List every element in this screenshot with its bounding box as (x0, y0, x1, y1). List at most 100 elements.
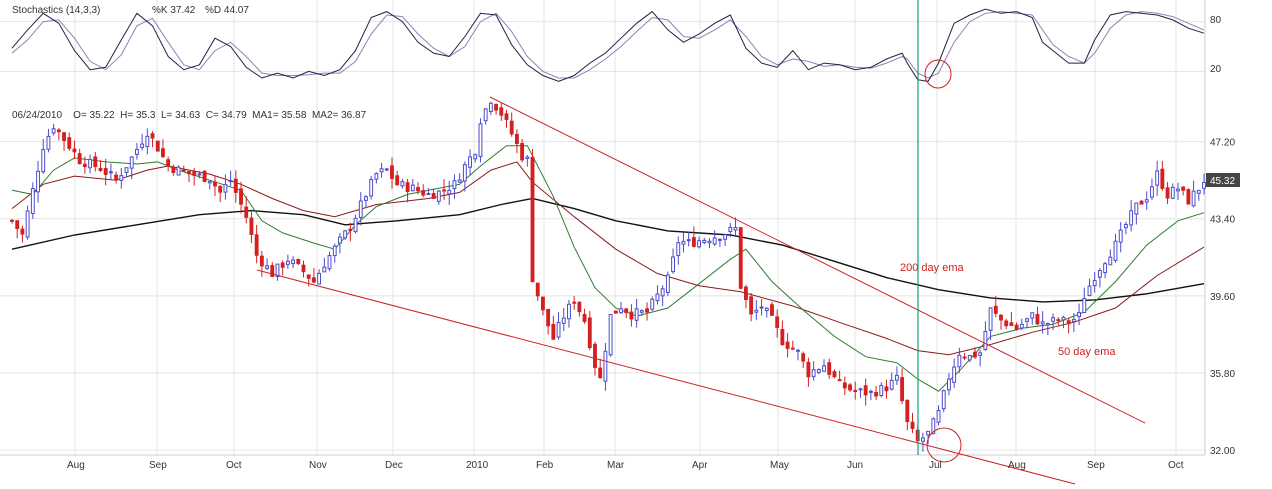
stochastics-tick-20: 20 (1210, 64, 1222, 75)
candle (520, 138, 525, 163)
candle (285, 254, 290, 269)
candle-body (910, 421, 915, 429)
candle-body (379, 168, 384, 173)
candle-body (145, 135, 150, 148)
candle (254, 224, 259, 264)
candle (405, 178, 410, 203)
candle (993, 296, 998, 318)
candle (879, 382, 884, 398)
candle (72, 140, 77, 160)
candle-body (811, 369, 816, 378)
candle (822, 359, 826, 372)
candle-body (894, 374, 899, 381)
candle-body (10, 219, 14, 222)
candle (20, 225, 25, 243)
candle-body (1051, 317, 1055, 322)
candle-body (494, 104, 499, 111)
candle-body (1150, 186, 1154, 198)
candle (837, 370, 842, 382)
candle (348, 222, 353, 242)
candle-body (801, 353, 806, 362)
ema-200-line (11, 197, 1205, 303)
candle-body (296, 259, 301, 264)
candle-body (462, 164, 467, 182)
candle (421, 184, 426, 198)
candle (1035, 306, 1040, 326)
candle (275, 263, 280, 281)
candle (796, 348, 800, 361)
candle (978, 349, 983, 367)
candle-body (207, 180, 212, 184)
candle-body (613, 310, 618, 314)
candle-body (665, 274, 670, 293)
annotation-50-day-ema: 50 day ema (1058, 346, 1116, 358)
candle (546, 308, 551, 335)
candle-body (863, 385, 868, 396)
candle-body (1087, 285, 1092, 297)
candle-body (1103, 263, 1108, 274)
candle (639, 309, 644, 316)
candle (848, 383, 852, 392)
candle (1108, 249, 1113, 266)
candle (525, 154, 530, 167)
candle-body (561, 317, 566, 324)
candle (239, 181, 243, 214)
candle (655, 285, 660, 305)
candle (192, 168, 197, 186)
candle (1129, 200, 1134, 232)
candle (775, 309, 780, 338)
candle (770, 301, 774, 316)
candle (457, 173, 462, 183)
candle (25, 205, 30, 240)
candle-body (77, 153, 82, 165)
candle-body (233, 178, 238, 193)
candle (744, 284, 748, 309)
candle-body (311, 277, 316, 283)
candle-body (723, 234, 728, 240)
candle-body (780, 328, 785, 346)
x-tick-label: Feb (536, 460, 554, 471)
candle (384, 167, 389, 172)
candle (634, 299, 639, 328)
candle-body (900, 377, 905, 402)
candle (509, 112, 514, 137)
candle-body (785, 341, 790, 349)
candle-body (624, 308, 629, 314)
candle (759, 298, 764, 316)
candle (723, 233, 728, 246)
candle-body (697, 240, 702, 248)
stochastics-tick-80: 80 (1210, 15, 1222, 26)
candle (1118, 222, 1123, 253)
candle-body (150, 133, 155, 139)
candle (129, 156, 134, 180)
candle-body (285, 260, 290, 265)
candle-body (416, 187, 420, 192)
candle-body (650, 298, 655, 310)
candle (379, 162, 384, 178)
candle-body (332, 245, 337, 257)
candle (749, 292, 754, 322)
candle-body (759, 306, 764, 309)
candle-body (56, 129, 61, 133)
candle-body (197, 173, 202, 176)
candle-body (254, 234, 259, 256)
candle-body (931, 418, 936, 435)
ema-short-line (11, 161, 1205, 356)
candle (1092, 271, 1097, 293)
candle-body (572, 301, 577, 304)
candle-body (988, 307, 993, 331)
candle (244, 196, 249, 224)
candle (764, 307, 769, 318)
candle (119, 167, 124, 189)
candle (51, 123, 56, 136)
candle-body (291, 259, 296, 265)
x-tick-label: Oct (226, 460, 242, 471)
candle (624, 307, 629, 319)
candle-body (473, 154, 478, 160)
candle-body (337, 236, 342, 244)
candle (62, 131, 66, 151)
candle-body (691, 237, 696, 247)
candle-body (358, 200, 363, 218)
candle (941, 389, 946, 413)
candle-body (967, 354, 972, 361)
